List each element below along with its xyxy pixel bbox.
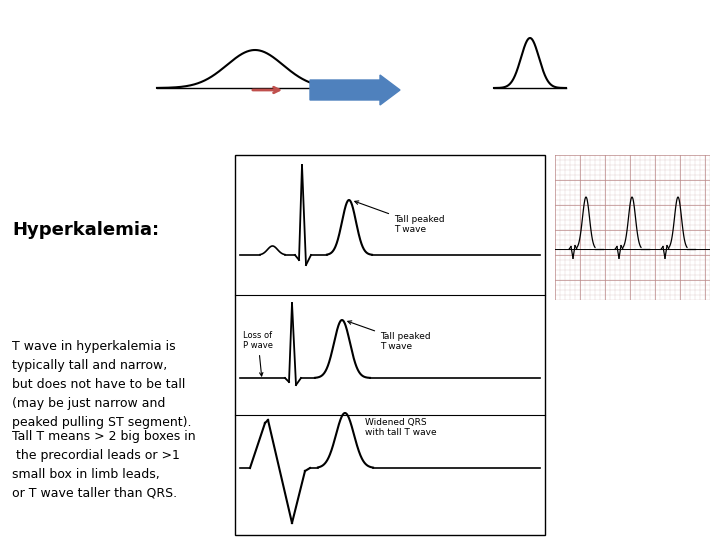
Bar	[235, 155, 545, 535]
Text: Tall peaked
T wave: Tall peaked T wave	[348, 321, 431, 352]
Text: Widened QRS
with tall T wave: Widened QRS with tall T wave	[365, 418, 436, 437]
Text: Tall T means > 2 big boxes in
 the precordial leads or >1
small box in limb lead: Tall T means > 2 big boxes in the precor…	[12, 430, 196, 500]
Text: T wave in hyperkalemia is
typically tall and narrow,
but does not have to be tal: T wave in hyperkalemia is typically tall…	[12, 340, 192, 429]
Text: Tall peaked
T wave: Tall peaked T wave	[355, 201, 445, 234]
Text: Loss of
P wave: Loss of P wave	[243, 330, 273, 376]
Text: Hyperkalemia:: Hyperkalemia:	[12, 221, 159, 239]
FancyArrow shape	[310, 75, 400, 105]
